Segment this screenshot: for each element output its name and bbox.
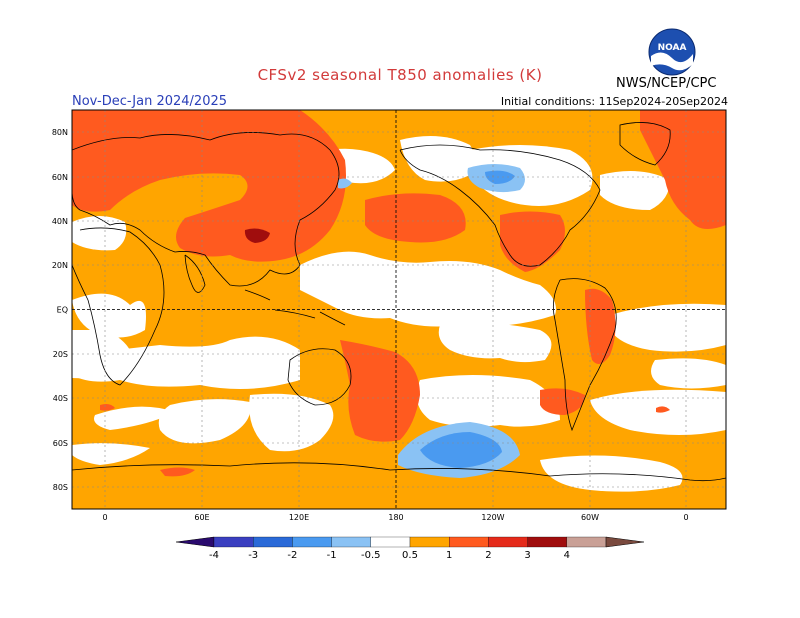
colorbar-segment xyxy=(409,536,450,548)
colorbar-segment xyxy=(213,536,254,548)
colorbar-label: -2 xyxy=(287,550,297,561)
lon-tick-label: 60W xyxy=(581,513,599,522)
lon-tick-label: 180 xyxy=(388,513,403,522)
colorbar-segment xyxy=(370,536,411,548)
noaa-logo-icon: NOAA xyxy=(648,28,696,76)
lon-tick-label: 120W xyxy=(481,513,504,522)
colorbar-segment xyxy=(566,536,607,548)
lat-tick-label: 40N xyxy=(52,217,68,226)
colorbar-segment xyxy=(331,536,371,548)
lat-tick-label: EQ xyxy=(57,306,68,315)
colorbar-label: 3 xyxy=(524,550,530,561)
colorbar-low-arrow xyxy=(175,536,215,548)
logo-text: NOAA xyxy=(658,43,687,53)
colorbar-segment xyxy=(292,536,332,548)
colorbar-segment xyxy=(253,536,293,548)
longitude-labels: 0 60E 120E 180 120W 60W 0 xyxy=(102,513,688,522)
coastlines xyxy=(72,122,726,482)
forecast-period: Nov-Dec-Jan 2024/2025 xyxy=(72,94,228,109)
colorbar-label: 1 xyxy=(446,550,452,561)
colorbar-high-arrow xyxy=(605,536,645,548)
lat-tick-label: 60N xyxy=(52,173,68,182)
lat-tick-label: 20N xyxy=(52,261,68,270)
initial-conditions: Initial conditions: 11Sep2024-20Sep2024 xyxy=(500,95,728,108)
colorbar-label: -1 xyxy=(327,550,337,561)
map-title: CFSv2 seasonal T850 anomalies (K) xyxy=(257,66,543,84)
colorbar: -4 -3 -2 -1 -0.5 0.5 1 2 3 4 xyxy=(175,536,645,561)
colorbar-label: -3 xyxy=(248,550,258,561)
lat-tick-label: 60S xyxy=(53,439,68,448)
colorbar-label: 4 xyxy=(564,550,570,561)
colorbar-label: -0.5 xyxy=(361,550,381,561)
lon-tick-label: 60E xyxy=(194,513,209,522)
lon-tick-label: 0 xyxy=(683,513,688,522)
negative-anomalies xyxy=(338,164,525,478)
latitude-labels: 80N 60N 40N 20N EQ 20S 40S 60S 80S xyxy=(52,128,68,492)
agency-label: NWS/NCEP/CPC xyxy=(616,76,717,91)
lat-tick-label: 20S xyxy=(53,350,68,359)
map-frame xyxy=(71,109,727,510)
colorbar-segment xyxy=(527,536,567,548)
lon-tick-label: 0 xyxy=(102,513,107,522)
lat-tick-label: 80S xyxy=(53,483,68,492)
colorbar-label: 2 xyxy=(485,550,491,561)
anomaly-1to2 xyxy=(72,110,726,477)
colorbar-label: 0.5 xyxy=(402,550,418,561)
lon-tick-label: 120E xyxy=(289,513,309,522)
colorbar-label: -4 xyxy=(209,550,219,561)
lat-tick-label: 40S xyxy=(53,394,68,403)
lat-tick-label: 80N xyxy=(52,128,68,137)
colorbar-segment xyxy=(449,536,489,548)
anomaly-2to3 xyxy=(244,228,270,243)
colorbar-segment xyxy=(488,536,528,548)
